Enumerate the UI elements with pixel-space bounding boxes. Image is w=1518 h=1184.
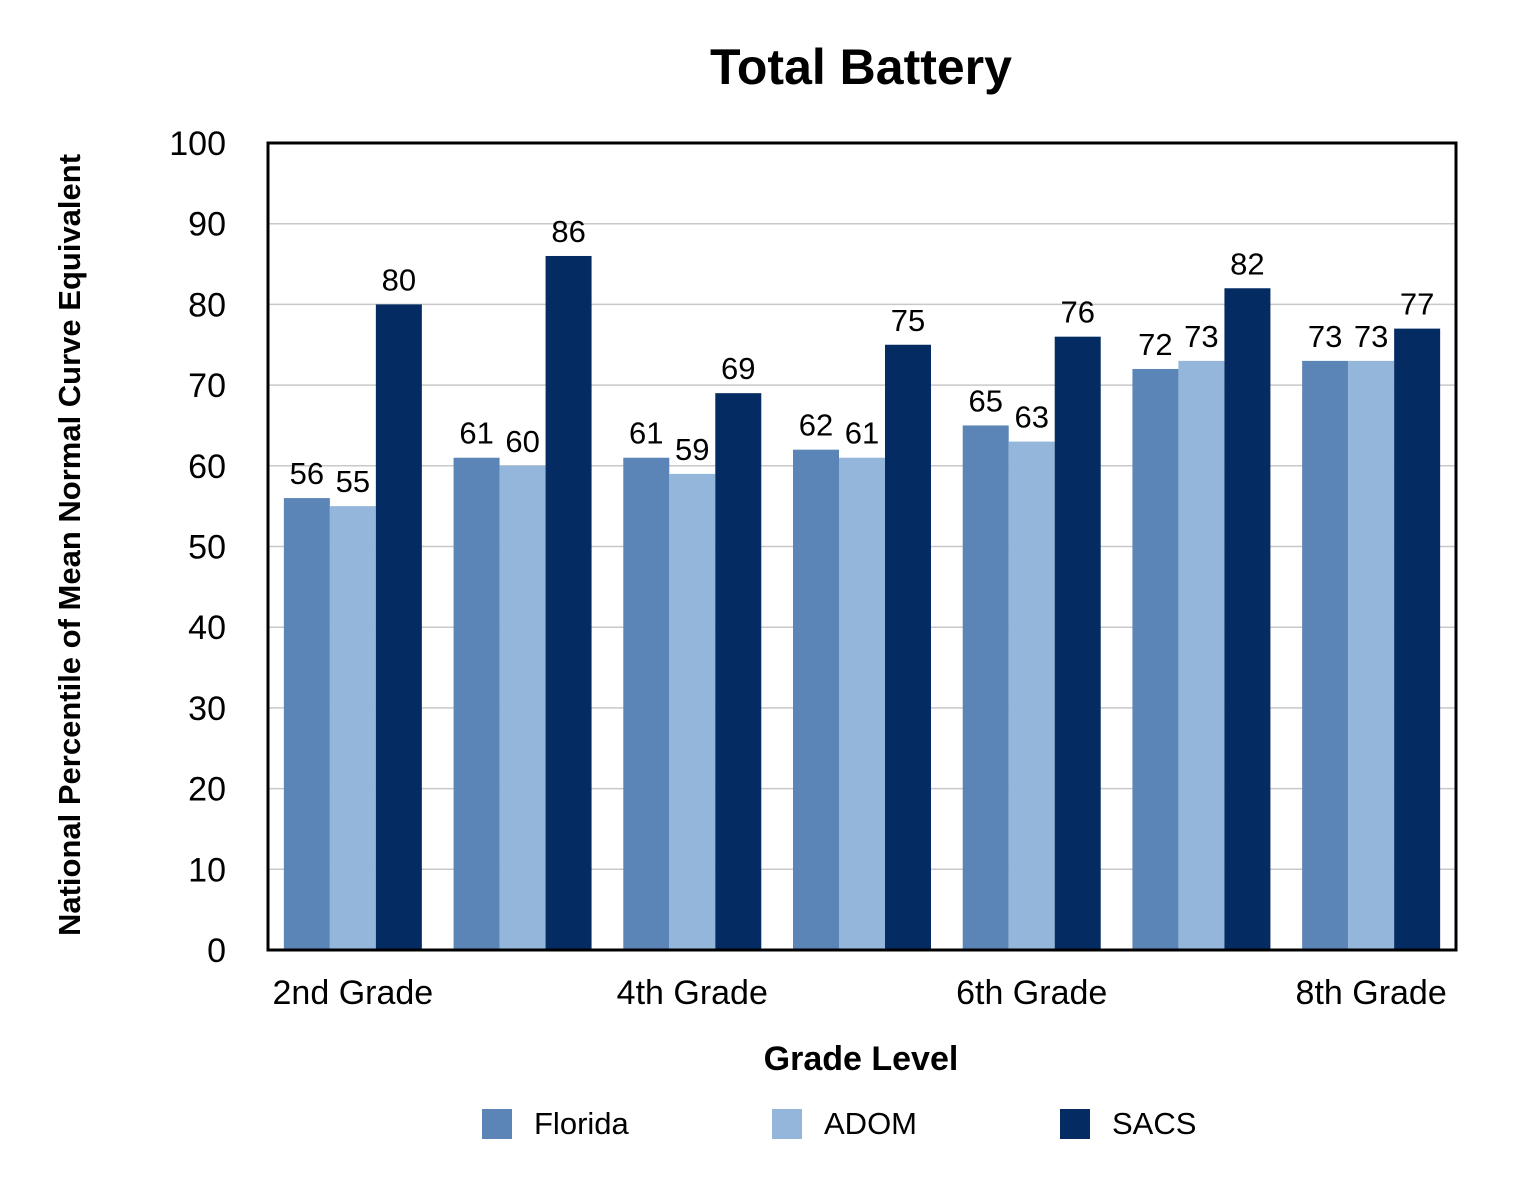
plot-frame — [266, 141, 1458, 952]
bar-adom-1 — [329, 506, 376, 950]
bar-adom-2 — [499, 465, 546, 950]
legend-label-sacs: SACS — [1112, 1106, 1197, 1141]
legend-swatch-florida — [482, 1109, 512, 1139]
bar-adom-7 — [1348, 360, 1395, 950]
bar-adom-3 — [669, 473, 716, 950]
bar-adom-4 — [839, 457, 885, 950]
bar-florida-4 — [793, 449, 839, 950]
bar-florida-7 — [1302, 360, 1349, 950]
bar-sacs-5 — [1054, 336, 1101, 950]
data-label-sacs-4: 75 — [891, 303, 925, 338]
data-label-florida-2: 61 — [459, 416, 493, 451]
data-label-adom-2: 60 — [505, 424, 539, 459]
data-label-florida-1: 56 — [290, 456, 324, 491]
legend-swatch-adom — [772, 1109, 802, 1139]
data-label-sacs-5: 76 — [1060, 295, 1094, 330]
legend-item-florida: Florida — [482, 1104, 629, 1144]
data-label-adom-3: 59 — [675, 432, 709, 467]
y-tick-label-90: 90 — [188, 206, 226, 244]
y-tick-label-10: 10 — [188, 851, 226, 889]
bar-sacs-3 — [715, 393, 762, 950]
data-label-florida-3: 61 — [629, 416, 663, 451]
bar-florida-5 — [962, 425, 1009, 950]
bar-florida-2 — [453, 457, 500, 950]
bar-florida-1 — [283, 498, 330, 950]
bar-sacs-6 — [1224, 288, 1271, 950]
data-label-adom-7: 73 — [1354, 319, 1388, 354]
data-label-florida-7: 73 — [1308, 319, 1342, 354]
x-tick-label-3: 4th Grade — [617, 974, 768, 1012]
data-label-sacs-7: 77 — [1400, 287, 1434, 322]
legend-item-adom: ADOM — [772, 1104, 917, 1144]
bar-sacs-1 — [375, 304, 422, 950]
y-tick-label-60: 60 — [188, 448, 226, 486]
bar-adom-6 — [1178, 360, 1225, 950]
data-label-sacs-2: 86 — [551, 214, 585, 249]
data-label-florida-5: 65 — [968, 383, 1002, 418]
legend-item-sacs: SACS — [1060, 1104, 1196, 1144]
y-tick-label-20: 20 — [188, 771, 226, 809]
bar-sacs-2 — [545, 255, 592, 951]
data-label-adom-5: 63 — [1014, 400, 1048, 435]
bar-sacs-7 — [1394, 328, 1441, 950]
data-label-sacs-1: 80 — [382, 262, 416, 297]
y-tick-label-40: 40 — [188, 609, 226, 647]
legend-label-adom: ADOM — [824, 1106, 917, 1141]
x-tick-label-7: 8th Grade — [1296, 974, 1447, 1012]
legend-swatch-sacs — [1060, 1109, 1090, 1139]
y-tick-label-0: 0 — [207, 932, 226, 970]
bar-florida-3 — [623, 457, 670, 950]
y-tick-label-80: 80 — [188, 286, 226, 324]
bar-sacs-4 — [885, 344, 931, 950]
chart-title: Total Battery — [710, 39, 1012, 95]
y-tick-label-30: 30 — [188, 690, 226, 728]
x-tick-label-1: 2nd Grade — [273, 974, 434, 1012]
bar-florida-6 — [1132, 368, 1179, 951]
data-label-florida-4: 62 — [799, 408, 833, 443]
data-label-sacs-6: 82 — [1230, 246, 1264, 281]
y-tick-label-50: 50 — [188, 529, 226, 567]
data-label-florida-6: 72 — [1138, 327, 1172, 362]
data-label-adom-6: 73 — [1184, 319, 1218, 354]
legend: Florida ADOM SACS — [482, 1104, 1282, 1144]
legend-label-florida: Florida — [534, 1106, 629, 1141]
x-axis-label: Grade Level — [763, 1040, 959, 1078]
data-label-sacs-3: 69 — [721, 351, 755, 386]
y-tick-label-100: 100 — [169, 125, 226, 163]
data-label-adom-1: 55 — [336, 464, 370, 499]
x-tick-label-5: 6th Grade — [956, 974, 1107, 1012]
bar-adom-5 — [1008, 441, 1055, 950]
y-tick-label-70: 70 — [188, 367, 226, 405]
data-label-adom-4: 61 — [845, 416, 879, 451]
